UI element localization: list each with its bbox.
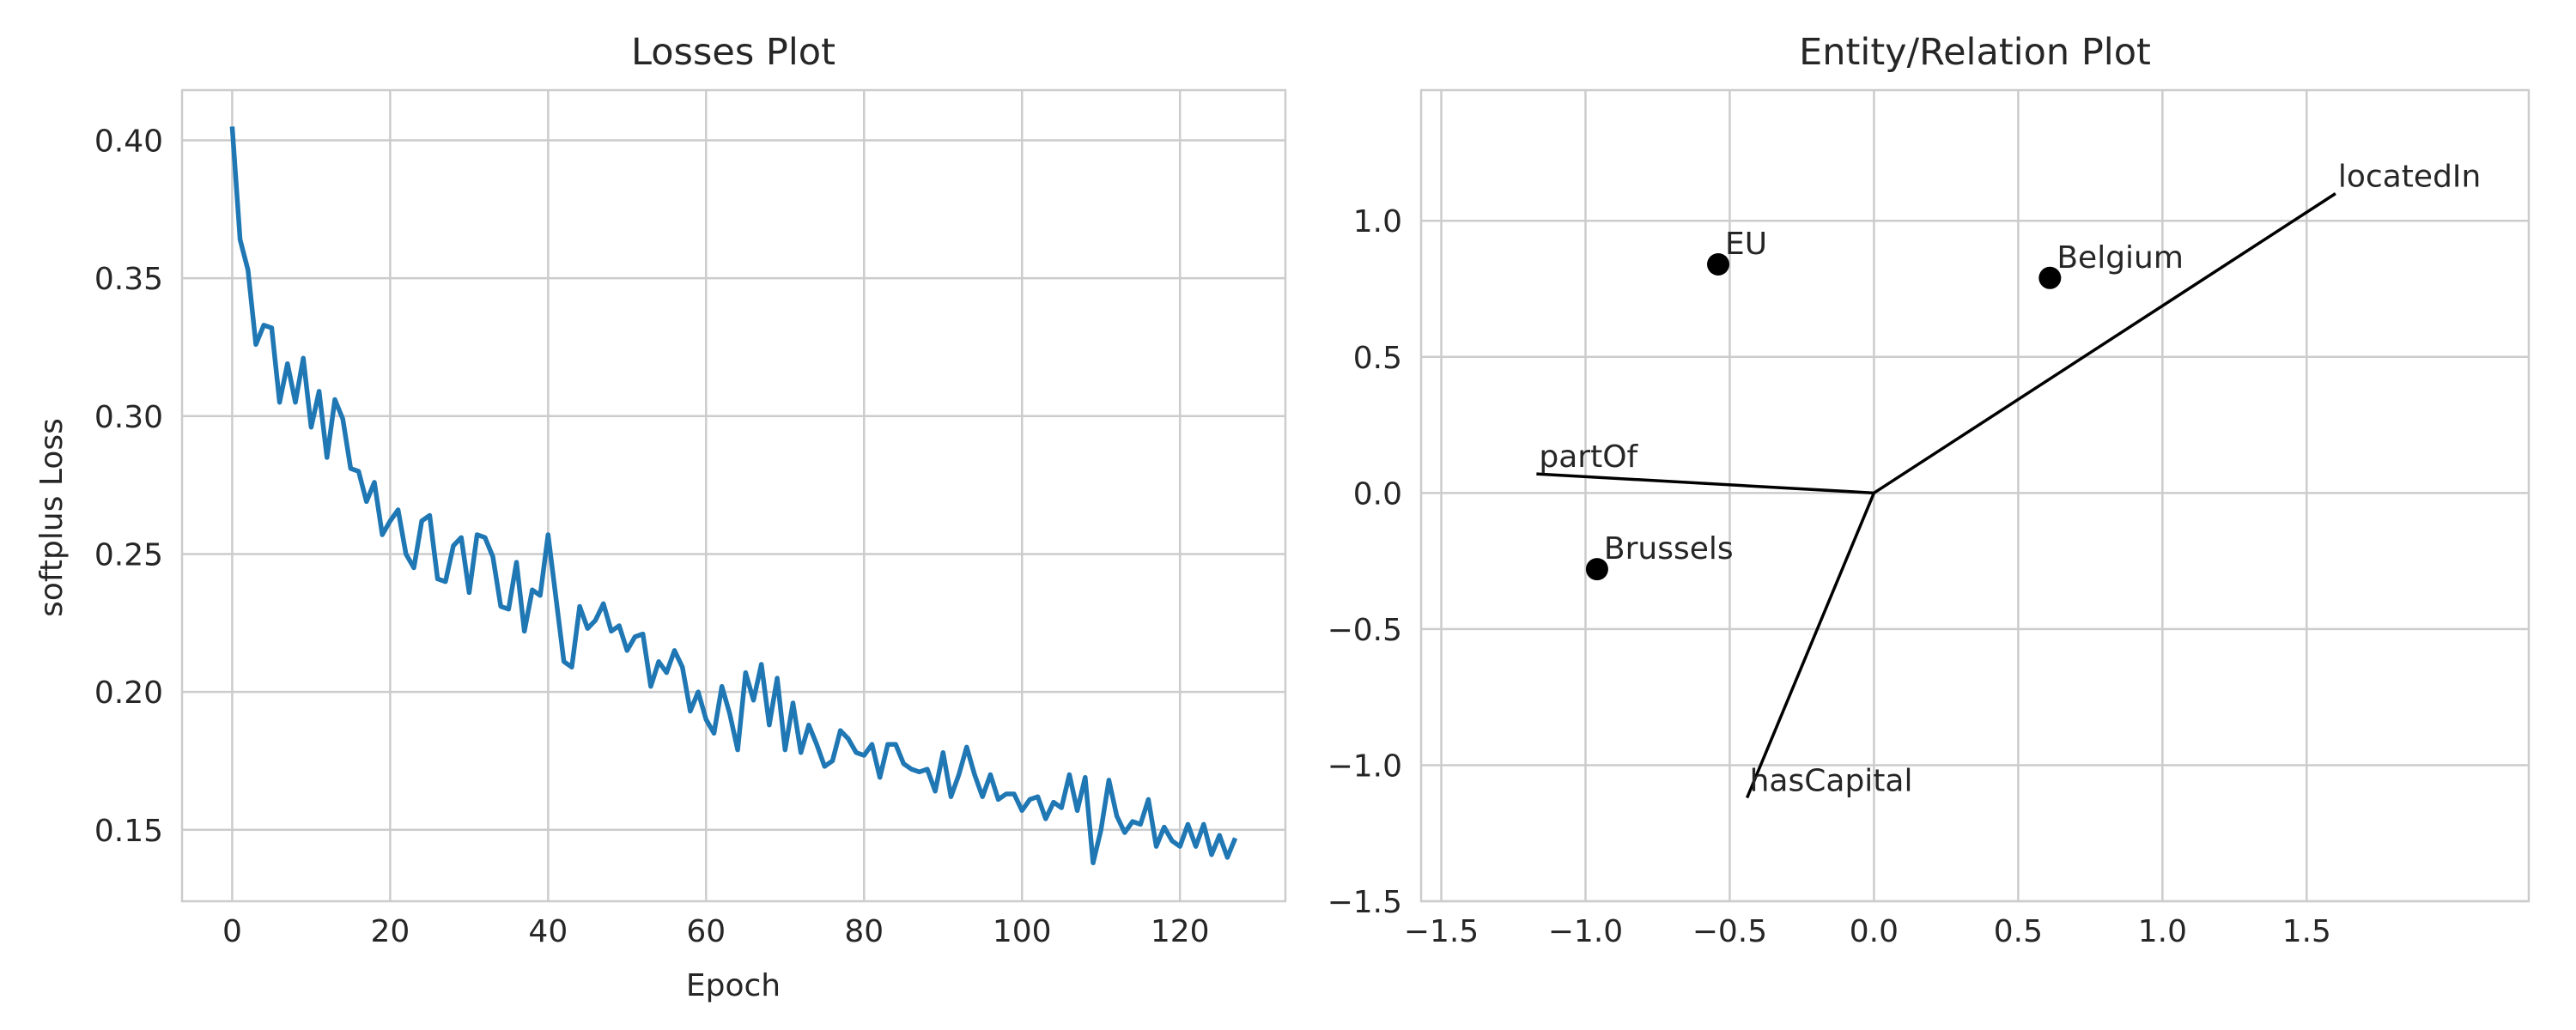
losses-y-axis-label: softplus Loss bbox=[34, 418, 70, 617]
entity-x-tick-label: 1.5 bbox=[2282, 914, 2331, 949]
losses-x-tick-label: 40 bbox=[528, 914, 568, 949]
entity-relation-chart-title: Entity/Relation Plot bbox=[1799, 31, 2151, 74]
entity-x-tick-label: −1.5 bbox=[1404, 914, 1479, 949]
entity-label-EU: EU bbox=[1725, 227, 1767, 262]
losses-y-tick-label: 0.15 bbox=[94, 814, 163, 849]
relation-vector-locatedIn bbox=[1873, 192, 2336, 494]
losses-x-tick-label: 120 bbox=[1151, 914, 1210, 949]
entity-relation-chart: Entity/Relation Plot −1.5 −1.0 −0.5 0.0 0.5 1… bbox=[1327, 31, 2530, 949]
entity-plot-frame bbox=[1419, 88, 2530, 903]
relation-vector-partOf bbox=[1536, 472, 1874, 495]
losses-x-axis-label: Epoch bbox=[686, 968, 781, 1003]
entity-point-Brussels bbox=[1585, 558, 1608, 581]
relation-label-partOf: partOf bbox=[1539, 439, 1638, 475]
relation-label-locatedIn: locatedIn bbox=[2338, 160, 2481, 195]
losses-x-tick-label: 20 bbox=[370, 914, 410, 949]
entity-x-tick-label: 1.0 bbox=[2138, 914, 2187, 949]
entity-point-Belgium bbox=[2038, 266, 2062, 289]
entity-x-tick-label: −0.5 bbox=[1692, 914, 1767, 949]
entity-y-tick-label: 1.0 bbox=[1353, 204, 1402, 239]
losses-x-tick-label: 0 bbox=[222, 914, 242, 949]
entity-y-tick-label: −1.5 bbox=[1327, 885, 1402, 920]
losses-y-tick-label: 0.35 bbox=[94, 262, 163, 297]
losses-chart: Losses Plot Epoch softplus Loss 0 20 40 60 8… bbox=[34, 31, 1287, 1003]
entity-x-tick-label: 0.0 bbox=[1850, 914, 1899, 949]
losses-y-tick-label: 0.20 bbox=[94, 676, 163, 711]
losses-y-tick-label: 0.25 bbox=[94, 537, 163, 573]
entity-y-tick-label: 0.5 bbox=[1353, 341, 1402, 376]
relation-label-hasCapital: hasCapital bbox=[1750, 763, 1913, 798]
entity-label-Brussels: Brussels bbox=[1604, 531, 1734, 566]
relation-vector-hasCapital bbox=[1745, 492, 1876, 799]
entity-point-EU bbox=[1707, 252, 1730, 276]
entity-label-Belgium: Belgium bbox=[2057, 240, 2184, 276]
entity-y-tick-label: −1.0 bbox=[1327, 748, 1402, 784]
entity-y-tick-label: 0.0 bbox=[1353, 476, 1402, 512]
entity-y-tick-label: −0.5 bbox=[1327, 613, 1402, 648]
losses-plot-frame bbox=[180, 88, 1287, 903]
losses-x-tick-label: 60 bbox=[686, 914, 726, 949]
entity-x-tick-label: 0.5 bbox=[1994, 914, 2043, 949]
losses-x-tick-label: 100 bbox=[993, 914, 1052, 949]
losses-x-tick-label: 80 bbox=[844, 914, 884, 949]
losses-y-tick-label: 0.30 bbox=[94, 400, 163, 435]
entity-x-tick-label: −1.0 bbox=[1548, 914, 1623, 949]
losses-y-tick-label: 0.40 bbox=[94, 124, 163, 159]
losses-chart-title: Losses Plot bbox=[631, 31, 835, 74]
loss-series-line bbox=[229, 126, 1238, 866]
